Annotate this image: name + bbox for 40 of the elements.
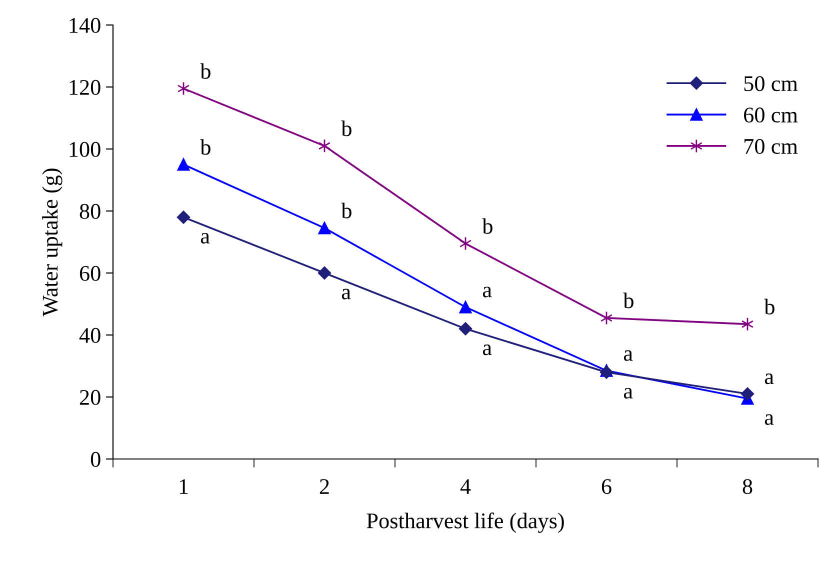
y-tick-label: 120	[70, 80, 100, 95]
y-tick-label: 140	[70, 18, 100, 33]
annotation: b	[341, 202, 352, 218]
x-tick-label: 4	[460, 479, 471, 494]
y-axis-title: Water uptake (g)	[42, 168, 62, 316]
point	[318, 266, 332, 280]
annotation: b	[764, 298, 774, 314]
point	[459, 300, 472, 314]
point	[458, 322, 472, 336]
legend-label: 60 cm	[744, 108, 798, 123]
annotation: a	[482, 286, 492, 298]
annotation: b	[341, 120, 352, 136]
point	[176, 210, 190, 224]
x-axis-title: Postharvest life (days)	[366, 512, 564, 533]
annotation: a	[342, 288, 351, 300]
annotation: a	[200, 232, 210, 244]
annotation: b	[623, 292, 634, 308]
x-tick-label: 8	[742, 479, 752, 494]
annotation: b	[200, 63, 210, 79]
x-tick-label: 2	[320, 479, 329, 494]
annotation: a	[482, 344, 492, 356]
y-tick-label: 60	[80, 266, 100, 281]
annotation: b	[200, 139, 210, 155]
y-tick-label: 100	[70, 142, 100, 157]
point	[177, 158, 190, 171]
annotation: a	[624, 388, 633, 399]
annotation: b	[482, 218, 492, 234]
point	[740, 387, 754, 400]
legend-label: 50 cm	[744, 76, 798, 92]
legend-label: 70 cm	[744, 138, 798, 154]
annotation: a	[624, 350, 633, 361]
y-tick-label: 20	[80, 390, 100, 405]
y-tick-label: 0	[90, 452, 100, 467]
x-tick-label: 1	[180, 479, 188, 494]
annotation: a	[764, 374, 774, 384]
y-tick-label: 80	[80, 204, 100, 219]
x-tick-label: 6	[602, 479, 612, 494]
y-tick-label: 40	[79, 328, 100, 343]
annotation: a	[764, 414, 774, 425]
point	[318, 222, 331, 234]
